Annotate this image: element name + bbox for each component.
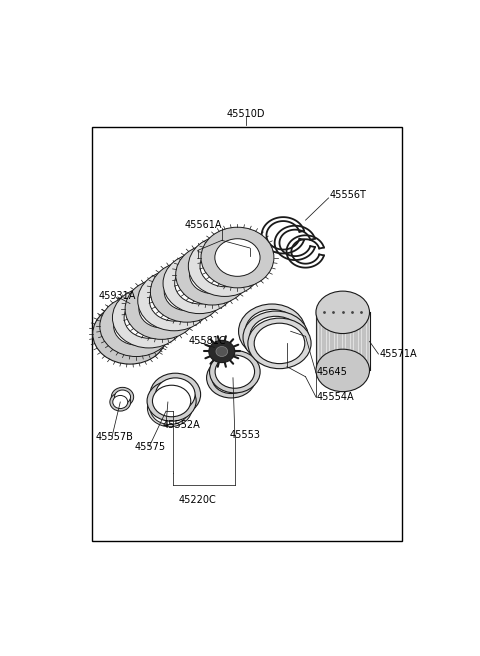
Text: 45575: 45575 (134, 442, 166, 453)
Text: 45561A: 45561A (184, 220, 222, 230)
Ellipse shape (110, 393, 131, 411)
Ellipse shape (150, 373, 201, 416)
Ellipse shape (215, 355, 254, 388)
Ellipse shape (112, 287, 185, 348)
Ellipse shape (147, 390, 192, 427)
Ellipse shape (100, 296, 173, 357)
Ellipse shape (163, 253, 236, 314)
Ellipse shape (212, 362, 250, 394)
Ellipse shape (138, 270, 211, 331)
Ellipse shape (147, 380, 196, 421)
Ellipse shape (316, 349, 370, 392)
Ellipse shape (188, 236, 261, 297)
Ellipse shape (114, 390, 131, 404)
Ellipse shape (164, 273, 209, 311)
Ellipse shape (113, 396, 128, 409)
Text: 45556T: 45556T (330, 190, 367, 200)
Ellipse shape (248, 318, 311, 369)
Ellipse shape (125, 279, 198, 339)
Ellipse shape (114, 308, 159, 345)
Text: 45581C: 45581C (188, 337, 226, 346)
Text: 45510D: 45510D (227, 109, 265, 119)
Ellipse shape (176, 245, 249, 305)
Text: 45931A: 45931A (99, 291, 136, 301)
Ellipse shape (206, 358, 256, 398)
Ellipse shape (149, 280, 199, 321)
Text: 45554A: 45554A (317, 392, 354, 402)
Ellipse shape (111, 387, 133, 407)
Ellipse shape (254, 323, 305, 363)
Text: 45220C: 45220C (179, 495, 216, 506)
Ellipse shape (250, 316, 302, 358)
Text: 45645: 45645 (317, 367, 348, 377)
Ellipse shape (93, 304, 167, 364)
Ellipse shape (200, 245, 250, 287)
Ellipse shape (156, 378, 195, 411)
Text: 45571A: 45571A (380, 349, 418, 359)
Ellipse shape (243, 311, 309, 363)
Ellipse shape (190, 256, 235, 293)
Ellipse shape (239, 304, 305, 359)
Ellipse shape (245, 310, 299, 353)
Ellipse shape (106, 314, 154, 353)
Ellipse shape (209, 340, 235, 363)
Ellipse shape (150, 392, 190, 424)
Ellipse shape (124, 297, 174, 338)
FancyBboxPatch shape (316, 312, 370, 371)
Text: 45552A: 45552A (162, 420, 200, 430)
Ellipse shape (175, 262, 224, 304)
Bar (92, 127, 402, 541)
Ellipse shape (139, 290, 184, 328)
Ellipse shape (210, 350, 260, 393)
Ellipse shape (316, 291, 370, 333)
Ellipse shape (201, 227, 274, 288)
Ellipse shape (153, 385, 191, 417)
Ellipse shape (216, 346, 228, 356)
Ellipse shape (215, 239, 260, 276)
Text: 45553: 45553 (229, 430, 260, 440)
Text: 45557B: 45557B (96, 432, 133, 442)
Ellipse shape (150, 262, 223, 322)
